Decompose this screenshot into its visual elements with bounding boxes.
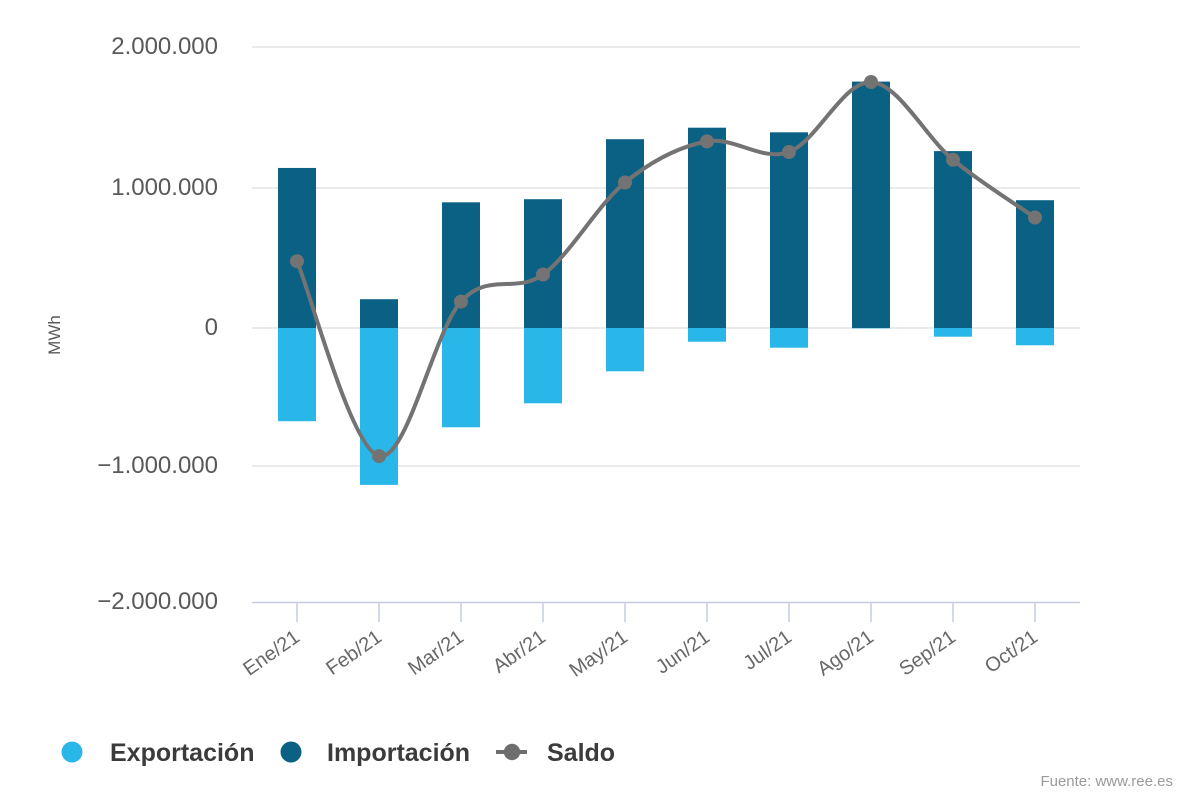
svg-text:0: 0 — [205, 314, 218, 341]
svg-text:2.000.000: 2.000.000 — [111, 33, 218, 60]
svg-text:May/21: May/21 — [566, 626, 632, 682]
svg-text:−2.000.000: −2.000.000 — [97, 588, 218, 615]
svg-text:Sep/21: Sep/21 — [895, 626, 960, 680]
svg-text:Feb/21: Feb/21 — [322, 626, 386, 680]
svg-text:Fuente: www.ree.es: Fuente: www.ree.es — [1040, 773, 1173, 790]
svg-text:Saldo: Saldo — [547, 739, 615, 767]
svg-text:MWh: MWh — [45, 315, 64, 355]
svg-text:1.000.000: 1.000.000 — [111, 174, 218, 201]
svg-text:Exportación: Exportación — [110, 739, 254, 767]
svg-text:Importación: Importación — [327, 739, 470, 767]
svg-text:Ene/21: Ene/21 — [239, 626, 304, 680]
svg-text:Ago/21: Ago/21 — [813, 626, 878, 680]
svg-text:Abr/21: Abr/21 — [489, 626, 550, 678]
svg-text:Mar/21: Mar/21 — [404, 626, 468, 680]
svg-text:Jun/21: Jun/21 — [652, 626, 714, 678]
svg-text:−1.000.000: −1.000.000 — [97, 452, 218, 479]
svg-text:Oct/21: Oct/21 — [981, 626, 1042, 678]
svg-text:Jul/21: Jul/21 — [740, 626, 796, 675]
